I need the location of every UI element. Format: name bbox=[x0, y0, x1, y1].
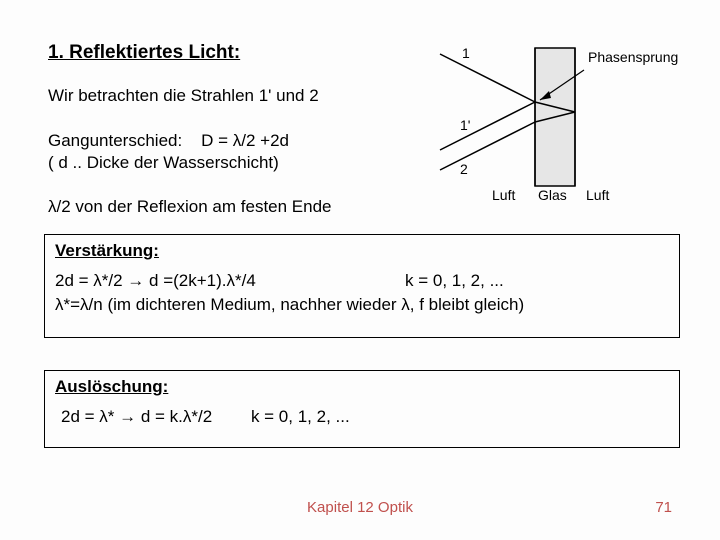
reflected-ray-1p bbox=[440, 102, 535, 150]
intro-text: Wir betrachten die Strahlen 1' und 2 bbox=[48, 86, 319, 106]
verst-line1-left: 2d = λ*/2 → d =(2k+1).λ*/4 bbox=[55, 271, 256, 290]
ausloeschung-header: Auslöschung: bbox=[55, 377, 669, 397]
section-title: 1. Reflektiertes Licht: bbox=[48, 42, 240, 64]
gang-note: ( d .. Dicke der Wasserschicht) bbox=[48, 153, 279, 172]
verstaerkung-header: Verstärkung: bbox=[55, 241, 669, 261]
label-1p: 1' bbox=[460, 117, 470, 133]
footer-page-number: 71 bbox=[655, 499, 672, 516]
verst-line2: λ*=λ/n (im dichteren Medium, nachher wie… bbox=[55, 295, 524, 314]
label-2: 2 bbox=[460, 161, 468, 177]
label-luft-right: Luft bbox=[586, 187, 609, 202]
label-1: 1 bbox=[462, 45, 470, 61]
label-phasensprung: Phasensprung bbox=[588, 49, 678, 65]
reflected-ray-2 bbox=[440, 122, 535, 170]
ausl-line-right: k = 0, 1, 2, ... bbox=[251, 407, 350, 426]
gang-block: Gangunterschied: D = λ/2 +2d ( d .. Dick… bbox=[48, 130, 289, 174]
footer-chapter: Kapitel 12 Optik bbox=[0, 499, 720, 516]
label-luft-left: Luft bbox=[492, 187, 515, 202]
lambda-half-text: λ/2 von der Reflexion am festen Ende bbox=[48, 197, 332, 217]
incident-ray bbox=[440, 54, 535, 102]
reflection-diagram: 1 1' 2 Phasensprung Luft Glas Luft bbox=[430, 34, 678, 202]
verstaerkung-box: Verstärkung: 2d = λ*/2 → d =(2k+1).λ*/4 … bbox=[44, 234, 680, 338]
verst-line1-right: k = 0, 1, 2, ... bbox=[405, 269, 504, 293]
gang-label: Gangunterschied: bbox=[48, 131, 182, 150]
label-glas: Glas bbox=[538, 187, 567, 202]
gang-formula: D = λ/2 +2d bbox=[201, 131, 289, 150]
ausloeschung-box: Auslöschung: 2d = λ* → d = k.λ*/2 k = 0,… bbox=[44, 370, 680, 448]
ausl-line-left: 2d = λ* → d = k.λ*/2 bbox=[61, 407, 212, 426]
